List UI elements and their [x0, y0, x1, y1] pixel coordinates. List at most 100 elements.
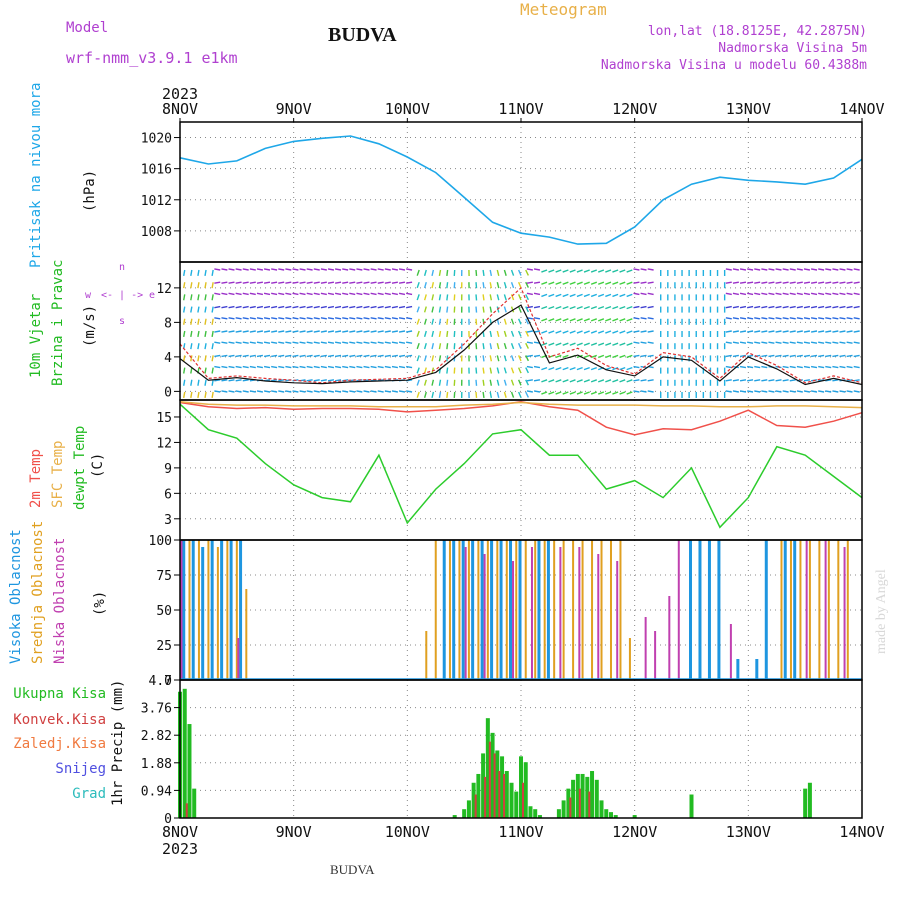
wind-barb: [356, 281, 363, 284]
precip-total-bar: [182, 688, 187, 818]
wind-barb: [796, 268, 803, 271]
wind-barb: [406, 390, 413, 393]
wind-barb: [256, 390, 264, 393]
wind-barb: [803, 365, 811, 369]
precip-total-bar: [613, 815, 618, 818]
wind-barb: [825, 268, 832, 271]
wind-barb: [818, 330, 825, 333]
wind-barb: [349, 365, 356, 369]
wind-barb: [555, 318, 562, 322]
wind-barb: [619, 269, 626, 273]
wind-barb: [356, 292, 363, 296]
wind-barb: [555, 269, 562, 273]
wind-barb: [810, 330, 818, 333]
x-tick-label-top: 14NOV: [839, 100, 884, 118]
wind-barb: [211, 269, 214, 277]
wind-barb: [306, 268, 313, 271]
wind-barb: [320, 354, 327, 358]
x-tick-label-bottom: 13NOV: [726, 823, 771, 841]
wind-barb: [619, 293, 626, 298]
wind-barb: [605, 293, 612, 298]
wind-barb: [853, 292, 860, 296]
wind-barb: [612, 293, 619, 298]
wind-barb: [384, 354, 391, 358]
cloud-mid-bar: [600, 540, 603, 680]
wind-barb: [278, 330, 285, 333]
wind-barb: [370, 268, 377, 271]
wind-barb: [647, 305, 654, 309]
wind-barb: [747, 292, 754, 296]
wind-barb: [605, 342, 612, 346]
precip-total-bar: [566, 788, 571, 818]
wind-barb: [320, 268, 327, 271]
wind-barb: [555, 305, 562, 310]
wind-barb: [370, 330, 377, 333]
wind-barb: [349, 330, 356, 333]
wind-barb: [431, 330, 435, 338]
wind-barb: [242, 305, 249, 309]
wind-barb: [810, 390, 818, 393]
x-tick-label-top: 13NOV: [726, 100, 771, 118]
precip-total-bar: [466, 800, 471, 818]
wind-barb: [796, 341, 803, 344]
wind-barb: [271, 354, 278, 358]
wind-barb: [292, 330, 299, 333]
wind-barb: [782, 379, 789, 382]
cloud-mid-bar: [789, 540, 792, 680]
wind-barb: [853, 390, 860, 393]
wind-barb: [235, 317, 242, 320]
wind-barb: [810, 354, 818, 358]
wind-barb: [377, 305, 384, 309]
cloud-high-bar: [239, 540, 243, 680]
cloud-low-bar: [483, 554, 486, 680]
x-tick-label-top: 11NOV: [498, 100, 543, 118]
wind-barb: [278, 379, 285, 382]
wind-barb: [562, 318, 569, 322]
wind-barb: [190, 343, 193, 350]
wind-barb: [377, 317, 384, 320]
wind-barb: [590, 391, 598, 395]
wind-barb: [555, 354, 562, 359]
wind-barb: [583, 281, 590, 285]
wind-barb: [423, 391, 427, 398]
wind-barb: [416, 294, 420, 301]
wind-barb: [761, 341, 768, 344]
wind-barb: [739, 268, 747, 271]
wind-barb: [605, 330, 612, 334]
wind-barb: [342, 365, 349, 369]
precip-total-bar: [490, 732, 495, 818]
wind-barb: [576, 318, 583, 322]
precip-total-bar: [192, 788, 197, 818]
wind-barb: [612, 318, 619, 322]
wind-barb: [526, 365, 533, 369]
wind-barb: [190, 379, 193, 386]
wind-barb: [754, 390, 761, 393]
wind-barb: [249, 390, 256, 393]
wind-barb: [299, 281, 306, 284]
wind-barb: [754, 365, 761, 369]
cloud-high-bar: [546, 540, 550, 680]
wind-barb: [782, 341, 789, 344]
wind-barb: [406, 365, 413, 369]
wind-barb: [285, 330, 292, 333]
wind-barb: [626, 281, 633, 285]
wind-barb: [228, 390, 235, 393]
wind-barb: [416, 367, 420, 374]
wind-barb: [583, 342, 590, 346]
wind-barb: [423, 318, 427, 325]
y-tick-label: 3: [164, 513, 172, 528]
cloud-mid-bar: [591, 540, 594, 680]
wind-barb: [431, 318, 435, 325]
wind-barb: [391, 341, 398, 344]
wind-barb: [576, 330, 583, 334]
wind-barb: [183, 355, 186, 362]
wind-barb: [496, 367, 500, 374]
wind-barb: [292, 305, 299, 309]
precip-total-bar: [504, 771, 509, 818]
wind-barb: [510, 342, 515, 350]
wind-barb: [626, 269, 633, 273]
wind-barb: [569, 305, 576, 310]
wind-barb: [406, 305, 413, 309]
wind-barb: [416, 330, 420, 337]
wind-barb: [576, 379, 583, 383]
